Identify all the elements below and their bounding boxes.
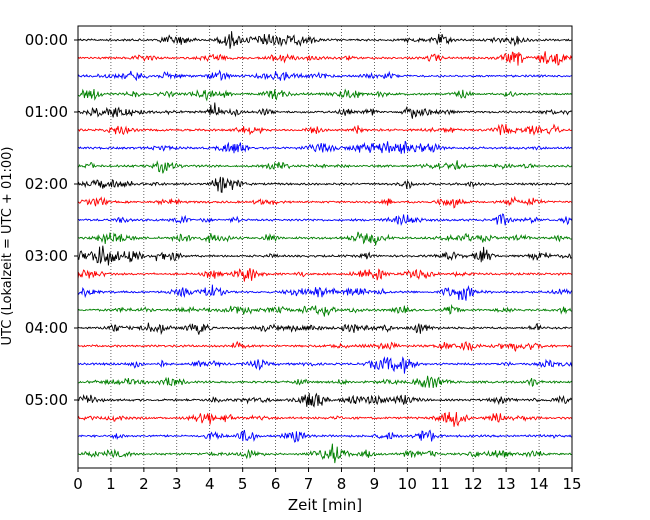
seismic-trace [77,340,572,352]
x-tick-label: 1 [106,475,116,493]
seismic-traces [77,31,573,464]
y-axis-label: UTC (Lokalzeit = UTC + 01:00) [0,147,15,346]
seismic-trace [77,322,572,336]
seismic-trace [77,443,572,464]
x-tick-label: 10 [398,475,417,493]
x-tick-label: 7 [304,475,314,493]
seismic-trace [77,123,572,136]
seismic-trace [77,195,572,209]
x-tick-label: 3 [172,475,182,493]
seismic-trace [77,284,573,301]
y-tick-label: 00:00 [25,31,68,49]
seismic-trace [77,102,572,119]
x-tick-label: 9 [370,475,380,493]
seismic-trace [77,231,572,246]
x-tick-label: 8 [337,475,347,493]
y-tick-label: 01:00 [25,103,68,121]
seismic-trace [77,245,572,266]
seismic-trace [77,411,572,427]
seismic-trace [77,356,573,374]
x-tick-label: 0 [73,475,83,493]
x-tick-label: 13 [497,475,516,493]
x-tick-label: 12 [464,475,483,493]
x-axis-label: Zeit [min] [288,496,362,514]
x-tick-label: 15 [562,475,581,493]
seismic-trace [77,268,572,282]
seismic-trace [77,51,573,66]
seismic-trace [77,392,572,408]
seismic-trace [77,160,572,174]
plot-frame [77,25,573,469]
x-tick-label: 6 [271,475,281,493]
seismic-trace [77,429,572,443]
seismic-trace [77,375,572,389]
seismic-trace [77,88,572,102]
x-tick-label: 4 [205,475,215,493]
seismic-trace [77,213,573,226]
y-tick-label: 03:00 [25,247,68,265]
seismic-trace [77,176,572,193]
y-tick-label: 02:00 [25,175,68,193]
x-tick-label: 11 [431,475,450,493]
seismic-trace [77,69,572,82]
seismic-trace [77,31,572,49]
x-tick-label: 5 [238,475,248,493]
x-tick-label: 14 [530,475,549,493]
x-tick-label: 2 [139,475,149,493]
y-tick-label: 05:00 [25,391,68,409]
y-tick-label: 04:00 [25,319,68,337]
axes: 0 1 2 3 4 5 6 7 8 9 10 11 12 13 14 1500:0001:0002:0003:… [25,31,582,493]
seismic-trace [77,140,572,154]
seismic-trace [77,303,572,317]
